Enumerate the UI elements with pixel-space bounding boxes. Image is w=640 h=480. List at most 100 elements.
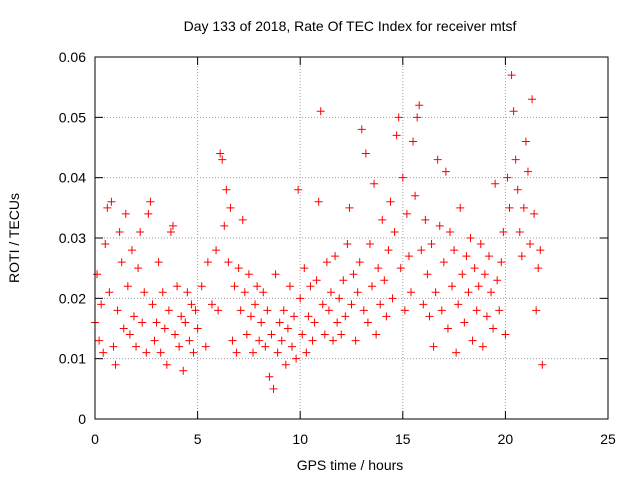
data-point xyxy=(509,107,518,116)
data-point xyxy=(144,209,153,218)
data-point xyxy=(97,300,106,309)
data-point xyxy=(478,342,487,351)
data-point xyxy=(528,95,537,104)
data-point xyxy=(236,306,245,315)
data-point xyxy=(255,336,264,345)
data-point xyxy=(376,300,385,309)
data-point xyxy=(201,342,210,351)
data-point xyxy=(351,336,360,345)
data-point xyxy=(482,312,491,321)
points-layer xyxy=(91,71,547,393)
data-point xyxy=(374,264,383,273)
data-point xyxy=(273,348,282,357)
data-point xyxy=(361,149,370,158)
data-point xyxy=(337,330,346,339)
data-point xyxy=(503,173,512,182)
data-point xyxy=(497,258,506,267)
data-point xyxy=(212,246,221,255)
data-point xyxy=(396,264,405,273)
data-point xyxy=(372,330,381,339)
data-point xyxy=(134,264,143,273)
x-tick-label: 15 xyxy=(395,431,411,447)
data-point xyxy=(419,300,428,309)
data-point xyxy=(148,300,157,309)
data-point xyxy=(117,258,126,267)
data-point xyxy=(179,366,188,375)
data-point xyxy=(136,227,145,236)
data-point xyxy=(93,270,102,279)
data-point xyxy=(530,209,539,218)
data-point xyxy=(347,300,356,309)
chart-title: Day 133 of 2018, Rate Of TEC Index for r… xyxy=(184,18,517,34)
data-point xyxy=(267,330,276,339)
data-point xyxy=(380,276,389,285)
data-point xyxy=(164,306,173,315)
data-point xyxy=(283,324,292,333)
data-point xyxy=(353,288,362,297)
data-point xyxy=(156,348,165,357)
data-point xyxy=(425,312,434,321)
data-point xyxy=(450,246,459,255)
data-point xyxy=(386,197,395,206)
data-point xyxy=(484,252,493,261)
data-point xyxy=(402,209,411,218)
data-point xyxy=(333,318,342,327)
data-point xyxy=(368,282,377,291)
x-tick-label: 25 xyxy=(600,431,616,447)
data-point xyxy=(218,155,227,164)
plot-frame xyxy=(94,56,609,420)
data-point xyxy=(413,113,422,122)
data-point xyxy=(181,318,190,327)
data-point xyxy=(534,264,543,273)
data-point xyxy=(279,306,288,315)
data-point xyxy=(253,282,262,291)
data-point xyxy=(417,246,426,255)
data-point xyxy=(292,354,301,363)
data-point xyxy=(185,336,194,345)
data-point xyxy=(487,288,496,297)
data-point xyxy=(183,288,192,297)
data-point xyxy=(277,336,286,345)
data-point xyxy=(515,227,524,236)
y-tick-label: 0 xyxy=(78,411,86,427)
data-point xyxy=(310,318,319,327)
data-point xyxy=(302,348,311,357)
data-point xyxy=(536,246,545,255)
data-point xyxy=(228,336,237,345)
data-point xyxy=(121,209,130,218)
data-point xyxy=(193,324,202,333)
data-point xyxy=(526,240,535,249)
data-point xyxy=(329,336,338,345)
data-point xyxy=(287,342,296,351)
data-point xyxy=(460,318,469,327)
x-tick-label: 0 xyxy=(91,431,99,447)
data-point xyxy=(429,342,438,351)
x-axis-label: GPS time / hours xyxy=(297,457,404,473)
data-point xyxy=(441,167,450,176)
data-point xyxy=(207,300,216,309)
data-point xyxy=(234,264,243,273)
data-point xyxy=(404,252,413,261)
data-point xyxy=(263,306,272,315)
data-point xyxy=(320,330,329,339)
data-point xyxy=(232,348,241,357)
data-point xyxy=(435,221,444,230)
data-point xyxy=(476,240,485,249)
data-point xyxy=(443,324,452,333)
data-point xyxy=(318,300,327,309)
data-point xyxy=(322,258,331,267)
data-point xyxy=(474,282,483,291)
data-point xyxy=(335,294,344,303)
data-point xyxy=(359,306,368,315)
data-point xyxy=(388,294,397,303)
y-axis-label: ROTI / TECUs xyxy=(6,193,22,283)
data-point xyxy=(173,282,182,291)
axis-layer: 0 0.01 0.02 0.03 0.04 0.05 0.06 0 5 10 15 20 25 xyxy=(59,49,616,447)
data-point xyxy=(398,173,407,182)
data-point xyxy=(171,330,180,339)
data-point xyxy=(326,288,335,297)
data-point xyxy=(466,234,475,242)
data-point xyxy=(331,252,340,261)
data-point xyxy=(519,203,528,212)
